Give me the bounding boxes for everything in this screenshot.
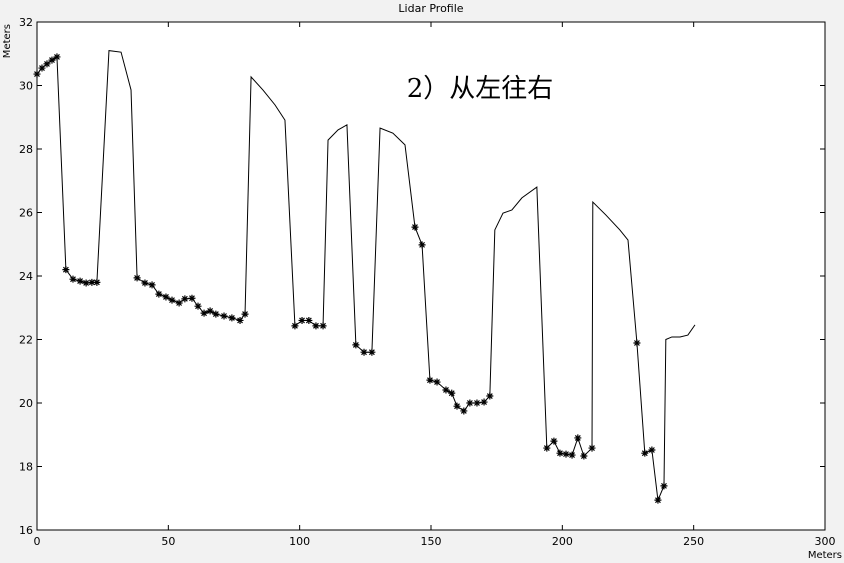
y-tick-label: 28 bbox=[19, 143, 33, 156]
asterisk-marker bbox=[319, 322, 327, 330]
asterisk-marker bbox=[181, 295, 189, 303]
y-tick-label: 20 bbox=[19, 397, 33, 410]
asterisk-marker bbox=[155, 290, 163, 298]
asterisk-marker bbox=[93, 278, 101, 286]
asterisk-marker bbox=[641, 449, 649, 457]
asterisk-marker bbox=[411, 223, 419, 231]
asterisk-marker bbox=[574, 434, 582, 442]
asterisk-marker bbox=[352, 341, 360, 349]
asterisk-marker bbox=[133, 274, 141, 282]
x-tick-label: 50 bbox=[161, 535, 175, 548]
y-tick-label: 30 bbox=[19, 80, 33, 93]
asterisk-marker bbox=[220, 312, 228, 320]
asterisk-marker bbox=[448, 389, 456, 397]
asterisk-marker bbox=[69, 275, 77, 283]
y-tick-label: 16 bbox=[19, 524, 33, 537]
asterisk-marker bbox=[148, 281, 156, 289]
asterisk-marker bbox=[562, 450, 570, 458]
asterisk-marker bbox=[168, 296, 176, 304]
asterisk-marker bbox=[82, 279, 90, 287]
asterisk-marker bbox=[543, 444, 551, 452]
asterisk-marker bbox=[298, 316, 306, 324]
annotation: 2）从左往右 bbox=[407, 74, 554, 104]
asterisk-marker bbox=[368, 348, 376, 356]
asterisk-marker bbox=[556, 449, 564, 457]
asterisk-marker bbox=[480, 398, 488, 406]
asterisk-marker bbox=[426, 376, 434, 384]
asterisk-marker bbox=[580, 452, 588, 460]
asterisk-marker bbox=[568, 451, 576, 459]
y-axis-label: Meters bbox=[2, 24, 13, 58]
asterisk-marker bbox=[418, 241, 426, 249]
asterisk-marker bbox=[53, 53, 61, 61]
asterisk-marker bbox=[654, 496, 662, 504]
asterisk-marker bbox=[188, 294, 196, 302]
y-tick-label: 26 bbox=[19, 207, 33, 220]
asterisk-marker bbox=[453, 402, 461, 410]
y-tick-label: 32 bbox=[19, 16, 33, 29]
asterisk-marker bbox=[312, 322, 320, 330]
x-tick-label: 100 bbox=[289, 535, 310, 548]
asterisk-marker bbox=[291, 322, 299, 330]
asterisk-marker bbox=[228, 314, 236, 322]
asterisk-marker bbox=[305, 316, 313, 324]
chart-title: Lidar Profile bbox=[398, 2, 463, 15]
asterisk-marker bbox=[200, 309, 208, 317]
asterisk-marker bbox=[460, 407, 468, 415]
asterisk-marker bbox=[550, 437, 558, 445]
y-tick-label: 22 bbox=[19, 334, 33, 347]
asterisk-marker bbox=[241, 310, 249, 318]
asterisk-marker bbox=[212, 310, 220, 318]
asterisk-marker bbox=[236, 316, 244, 324]
asterisk-marker bbox=[162, 293, 170, 301]
asterisk-marker bbox=[660, 482, 668, 490]
asterisk-marker bbox=[43, 60, 51, 68]
x-tick-label: 200 bbox=[552, 535, 573, 548]
asterisk-marker bbox=[76, 277, 84, 285]
x-tick-label: 250 bbox=[683, 535, 704, 548]
asterisk-marker bbox=[360, 348, 368, 356]
asterisk-marker bbox=[433, 378, 441, 386]
plot-area bbox=[36, 21, 826, 531]
asterisk-marker bbox=[141, 279, 149, 287]
asterisk-marker bbox=[175, 299, 183, 307]
asterisk-marker bbox=[486, 392, 494, 400]
asterisk-marker bbox=[33, 70, 41, 78]
asterisk-marker bbox=[194, 302, 202, 310]
y-tick-label: 24 bbox=[19, 270, 33, 283]
asterisk-marker bbox=[88, 278, 96, 286]
asterisk-marker bbox=[473, 399, 481, 407]
asterisk-marker bbox=[633, 339, 641, 347]
asterisk-marker bbox=[48, 56, 56, 64]
x-tick-label: 150 bbox=[421, 535, 442, 548]
x-tick-label: 300 bbox=[815, 535, 836, 548]
asterisk-marker bbox=[442, 386, 450, 394]
asterisk-marker bbox=[466, 399, 474, 407]
x-axis-label: Meters bbox=[808, 550, 842, 561]
asterisk-marker bbox=[588, 444, 596, 452]
x-tick-label: 0 bbox=[34, 535, 41, 548]
asterisk-marker bbox=[38, 64, 46, 72]
asterisk-marker bbox=[62, 266, 70, 274]
y-tick-label: 18 bbox=[19, 461, 33, 474]
profile-line bbox=[36, 50, 696, 503]
asterisk-marker bbox=[206, 307, 214, 315]
asterisk-marker bbox=[648, 446, 656, 454]
